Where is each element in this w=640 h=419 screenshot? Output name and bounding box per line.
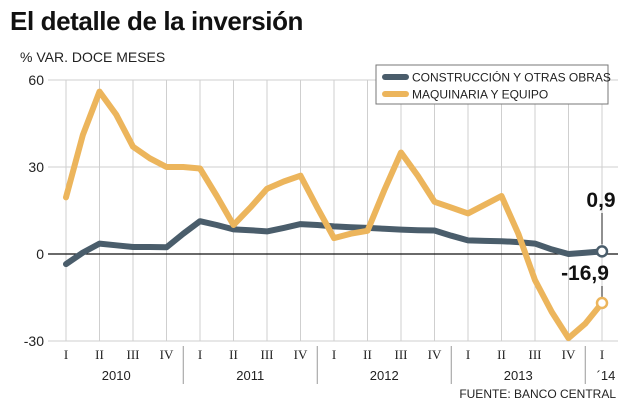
chart-title: El detalle de la inversión	[10, 6, 304, 36]
series-line	[63, 218, 605, 268]
legend-label: MAQUINARIA Y EQUIPO	[412, 88, 548, 102]
source-note: FUENTE: BANCO CENTRAL	[459, 387, 616, 401]
data-label: 0,9	[586, 189, 615, 212]
x-tick-label: III	[395, 347, 408, 362]
x-tick-label: III	[529, 347, 542, 362]
year-label: ´14	[597, 368, 616, 383]
x-tick-label: II	[229, 347, 238, 362]
x-tick-label: IV	[562, 347, 576, 362]
year-label: 2011	[236, 368, 264, 383]
x-tick-label: IV	[160, 347, 174, 362]
year-label: 2012	[370, 368, 399, 383]
legend-label: CONSTRUCCIÓN Y OTRAS OBRAS	[412, 70, 611, 85]
end-marker	[595, 245, 609, 258]
year-label: 2010	[102, 368, 131, 383]
series-line	[63, 88, 605, 342]
x-tick-label: I	[600, 347, 604, 362]
year-label: 2013	[504, 368, 533, 383]
legend-box	[375, 64, 609, 105]
x-tick-label: III	[261, 347, 274, 362]
x-tick-label: II	[95, 347, 104, 362]
x-tick-label: II	[497, 347, 506, 362]
y-tick-label: 0	[36, 246, 44, 262]
x-tick-label: III	[127, 347, 140, 362]
x-tick-label: IV	[428, 347, 442, 362]
y-tick-label: 60	[28, 72, 44, 88]
x-tick-label: I	[466, 347, 470, 362]
data-label: -16,9	[561, 262, 609, 285]
y-tick-label: -30	[24, 333, 44, 349]
x-tick-label: I	[64, 347, 68, 362]
y-axis-label: % VAR. DOCE MESES	[20, 49, 166, 65]
x-tick-label: II	[363, 347, 372, 362]
x-tick-label: I	[332, 347, 336, 362]
end-marker	[595, 296, 609, 310]
y-tick-label: 30	[28, 159, 44, 175]
x-tick-label: I	[198, 347, 202, 362]
x-tick-label: IV	[294, 347, 308, 362]
